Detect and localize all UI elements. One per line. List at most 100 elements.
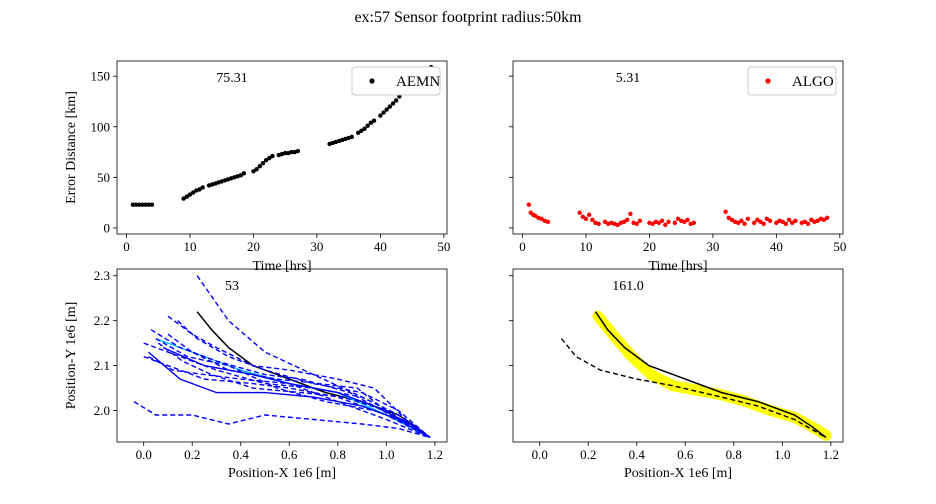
x-tick-label: 0.4 [629, 447, 646, 462]
x-tick-label: 0.2 [184, 447, 200, 462]
subplot-bottom-left: 0.0 0.2 0.4 0.6 0.8 1.0 1.2 2.0 2.1 2.2 2.3 Positio… [64, 268, 448, 481]
algo-point [634, 221, 639, 227]
x-tick-label: 1.0 [774, 447, 790, 462]
estimate-track-dashed [133, 401, 431, 439]
x-tick-label: 0 [123, 239, 130, 254]
algo-point [815, 218, 820, 224]
estimate-track-dashed [177, 320, 431, 439]
axes-frame [512, 60, 844, 235]
aemn-point [263, 157, 269, 163]
aemn-point [187, 192, 193, 197]
axes-frame [512, 268, 844, 443]
algo-point [821, 217, 827, 223]
error-annotation: 53 [225, 279, 239, 294]
algo-point [824, 215, 830, 221]
aemn-point [181, 196, 186, 201]
plot-area [560, 310, 832, 441]
estimate-track-dashed [143, 342, 431, 439]
plot-area [526, 202, 830, 228]
algo-point [672, 220, 678, 226]
aemn-point [133, 202, 139, 207]
y-tick-label: 0 [104, 220, 111, 235]
aemn-point [362, 126, 367, 131]
legend: ALGO [747, 66, 837, 96]
aemn-point [257, 164, 262, 169]
algo-point [526, 202, 532, 207]
aemn-point [184, 194, 190, 199]
y-tick-label: 150 [91, 69, 111, 84]
algo-point [793, 218, 798, 224]
algo-point [590, 217, 595, 223]
x-tick-label: 1.0 [378, 447, 394, 462]
algo-point [780, 219, 785, 225]
subplot-top-right: 0 10 20 30 40 50 Time [hrs] 5.31 ALGO [509, 60, 846, 274]
algo-point [625, 217, 630, 223]
aemn-point [143, 202, 148, 207]
plot-area [133, 275, 431, 439]
algo-point [602, 219, 608, 225]
y-tick-label: 100 [91, 119, 111, 134]
algo-point [755, 217, 760, 223]
algo-point [783, 221, 789, 227]
aemn-point [349, 134, 355, 140]
estimate-track [162, 346, 431, 439]
x-tick-label: 30 [706, 239, 719, 254]
algo-point [786, 217, 792, 223]
x-axis-label: Time [hrs] [649, 259, 708, 274]
error-annotation: 161.0 [612, 279, 644, 294]
x-tick-label: 0.8 [726, 447, 742, 462]
aemn-point [238, 173, 243, 178]
x-tick-label: 0.0 [532, 447, 548, 462]
x-tick-label: 10 [183, 239, 196, 254]
truth-track [594, 311, 827, 439]
algo-point [742, 221, 747, 227]
aemn-point [355, 130, 361, 136]
legend-marker [369, 78, 375, 84]
estimate-track-dashed [148, 355, 431, 439]
algo-point [790, 220, 795, 226]
legend-label: AEMN [396, 74, 440, 90]
algo-point [615, 222, 620, 228]
aemn-point [146, 202, 151, 207]
x-tick-label: 40 [374, 239, 387, 254]
aemn-point [378, 113, 383, 118]
x-tick-label: 40 [770, 239, 783, 254]
algo-point [539, 216, 544, 222]
aemn-point [137, 202, 142, 207]
aemn-point [254, 167, 259, 172]
algo-point [691, 220, 697, 226]
x-tick-label: 10 [579, 239, 592, 254]
algo-point [729, 217, 735, 223]
y-axis-label: Error Distance [km] [64, 91, 79, 204]
x-tick-label: 50 [833, 239, 846, 254]
aemn-point [365, 123, 370, 128]
y-tick-label: 2.3 [94, 268, 110, 283]
aemn-point [359, 128, 364, 134]
estimate-track-dashed [167, 333, 431, 439]
algo-point [736, 220, 741, 226]
y-tick-label: 50 [97, 170, 110, 185]
algo-point [656, 220, 662, 226]
subplot-top-left: 0 10 20 30 40 50 0 50 100 150 Time [hrs] Error Dist… [64, 60, 450, 274]
algo-point [809, 217, 814, 223]
aemn-point [241, 171, 247, 176]
algo-point [739, 218, 744, 224]
aemn-point [282, 150, 288, 156]
error-annotation: 75.31 [216, 71, 248, 86]
estimate-track [148, 351, 431, 439]
x-tick-label: 0.0 [136, 447, 152, 462]
algo-point [802, 219, 808, 225]
algo-point [596, 221, 601, 227]
x-axis-label: Time [hrs] [253, 259, 312, 274]
algo-point [545, 219, 551, 225]
estimate-track-dashed [560, 338, 827, 439]
axes-frame [116, 60, 448, 235]
x-tick-label: 1.2 [823, 447, 839, 462]
x-tick-label: 0 [519, 239, 526, 254]
algo-point [767, 218, 773, 224]
y-tick-label: 2.2 [94, 313, 110, 328]
algo-point [628, 211, 633, 216]
algo-point [533, 213, 538, 218]
